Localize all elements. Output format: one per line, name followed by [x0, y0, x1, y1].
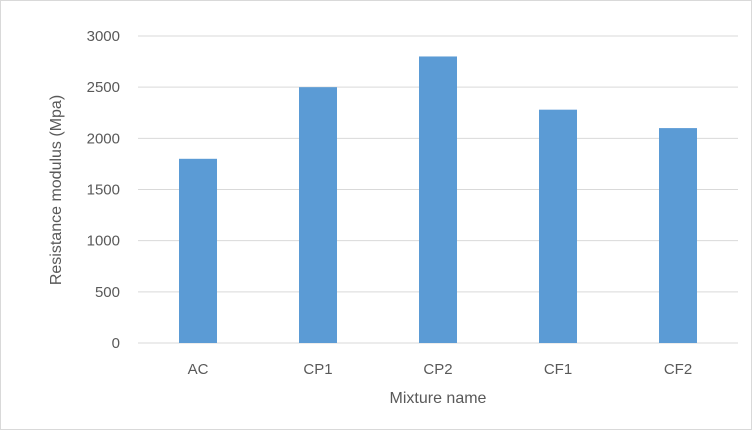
x-tick-label: CF2 [664, 361, 692, 378]
x-axis-ticks: AC CP1 CP2 CF1 CF2 [188, 361, 693, 378]
bar-cf2 [659, 128, 697, 343]
y-tick-label: 3000 [87, 28, 120, 45]
x-tick-label: CP2 [423, 361, 452, 378]
x-tick-label: CF1 [544, 361, 572, 378]
y-tick-label: 2500 [87, 79, 120, 96]
bar-ac [179, 158, 217, 343]
y-tick-label: 1500 [87, 182, 120, 199]
y-axis-ticks: 0 500 1000 1500 2000 2500 3000 [87, 28, 120, 352]
bars [179, 56, 697, 344]
y-tick-label: 2000 [87, 130, 120, 147]
x-tick-label: CP1 [303, 361, 332, 378]
y-axis-title: Resistance modulus (Mpa) [48, 95, 65, 285]
bar-cf1 [539, 109, 577, 344]
y-tick-label: 1000 [87, 233, 120, 250]
x-axis-title: Mixture name [390, 390, 487, 407]
bar-cp2 [419, 56, 457, 343]
y-tick-label: 500 [95, 284, 120, 301]
y-tick-label: 0 [112, 335, 120, 352]
x-tick-label: AC [188, 361, 209, 378]
bar-cp1 [299, 87, 337, 344]
